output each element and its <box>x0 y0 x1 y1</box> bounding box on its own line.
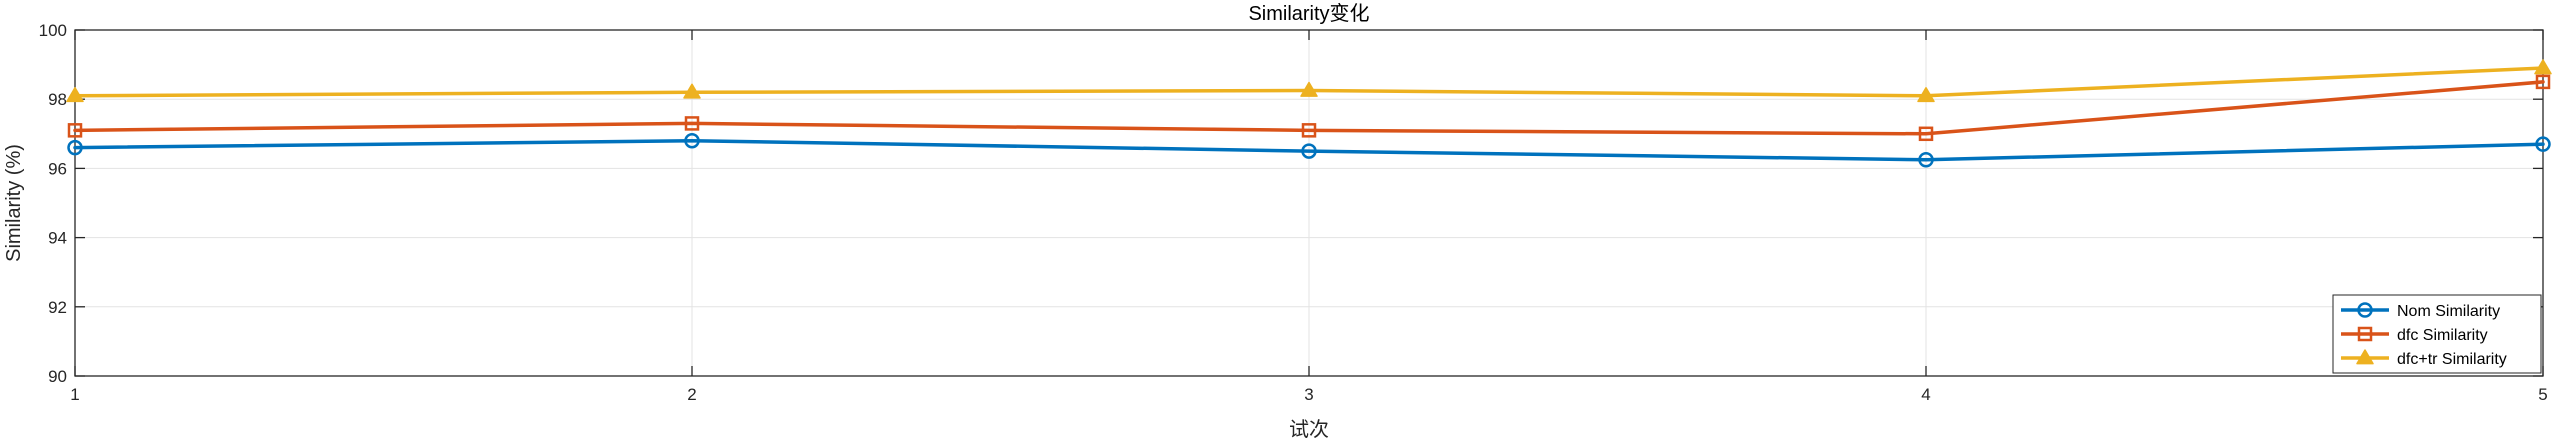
data-point <box>67 123 83 138</box>
x-axis-title: 试次 <box>1289 418 1329 441</box>
data-point <box>684 116 700 131</box>
x-tick-label: 2 <box>687 385 696 404</box>
y-axis-title: Similarity (%) <box>3 144 25 262</box>
legend-swatch-marker <box>2356 349 2374 365</box>
axes-layer: 1 2 3 4 5 90 92 94 96 98 100 <box>39 21 2548 404</box>
series-3 <box>66 59 2552 103</box>
y-tick-label: 94 <box>48 229 67 248</box>
x-tick-label: 5 <box>2538 385 2547 404</box>
labels-layer: Similarity变化 试次 Similarity (%) <box>3 2 1370 441</box>
y-tick-label: 98 <box>48 90 67 109</box>
series-line <box>73 138 2545 162</box>
legend-swatch-marker <box>2357 302 2373 318</box>
data-point <box>1918 126 1934 142</box>
data-point <box>67 139 83 156</box>
legend-item: dfc+tr Similarity <box>2341 349 2507 368</box>
data-point <box>683 83 701 99</box>
data-point <box>1300 81 1318 97</box>
data-point <box>1301 143 1317 159</box>
series-layer <box>66 59 2552 168</box>
legend-label: dfc+tr Similarity <box>2397 351 2507 368</box>
data-point <box>1917 86 1935 103</box>
x-tick-label: 4 <box>1921 385 1930 404</box>
legend-item: Nom Similarity <box>2341 302 2500 320</box>
chart-title: Similarity变化 <box>1248 2 1369 25</box>
legend-item: dfc Similarity <box>2341 326 2488 344</box>
data-point <box>1918 152 1934 168</box>
data-point <box>684 132 700 149</box>
series-2 <box>67 74 2551 142</box>
x-tick-label: 3 <box>1304 385 1313 404</box>
data-point <box>1301 123 1317 138</box>
y-tick-label: 96 <box>48 159 67 178</box>
x-tick-label: 1 <box>70 385 79 404</box>
legend-swatch-marker <box>2357 326 2373 342</box>
legend-label: dfc Similarity <box>2397 327 2488 344</box>
series-line <box>73 80 2545 136</box>
data-point <box>66 86 84 103</box>
legend-label: Nom Similarity <box>2397 303 2500 320</box>
y-tick-label: 100 <box>39 21 67 40</box>
legend: Nom Similarity dfc Similarity dfc+tr Simil… <box>2332 294 2542 374</box>
series-1 <box>67 132 2551 168</box>
data-point <box>2535 74 2551 90</box>
y-tick-label: 92 <box>48 298 67 317</box>
y-tick-label: 90 <box>48 367 67 386</box>
data-point <box>2535 136 2551 152</box>
data-point <box>2534 59 2552 75</box>
